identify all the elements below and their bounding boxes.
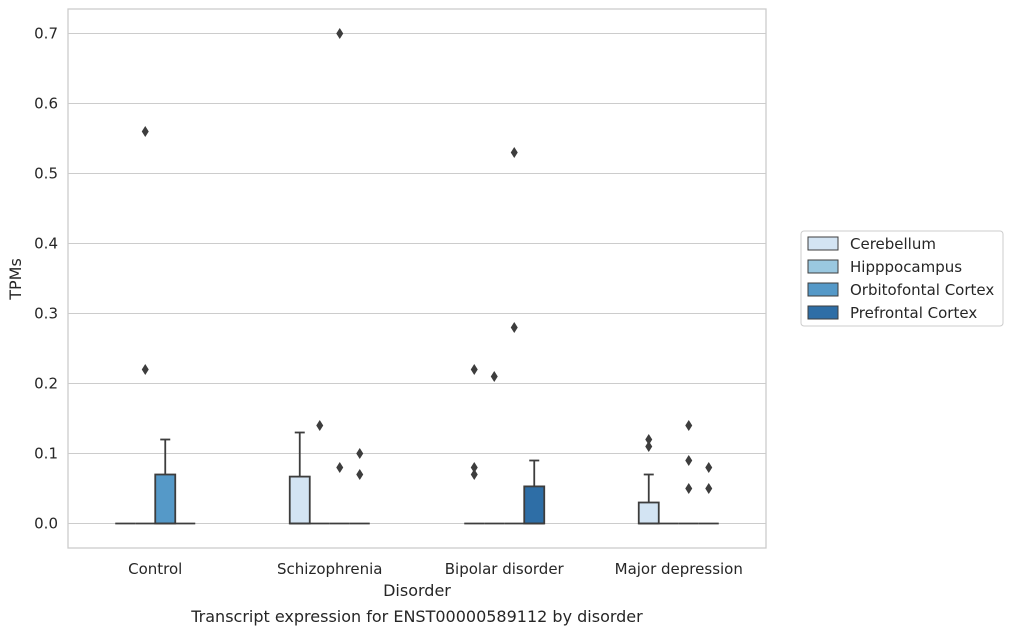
outlier-point — [705, 462, 713, 473]
y-tick-label: 0.2 — [34, 375, 58, 393]
outlier-point — [470, 469, 478, 480]
box-hipppocampus — [309, 420, 330, 525]
box-prefrontal-cortex — [349, 448, 370, 525]
plot-area — [68, 9, 766, 548]
y-axis-label: TPMs — [6, 258, 25, 301]
outlier-point — [336, 28, 344, 39]
box-prefrontal-cortex — [698, 462, 719, 525]
grid-lines — [68, 32, 766, 525]
legend-label: Orbitofontal Cortex — [850, 281, 994, 299]
y-tick-label: 0.1 — [34, 445, 58, 463]
outlier-point — [141, 126, 149, 137]
x-tick-label: Control — [128, 560, 182, 578]
x-tick-labels: Control Schizophrenia Bipolar disorder Majo… — [128, 560, 743, 578]
x-tick-label: Major depression — [615, 560, 743, 578]
legend: Cerebellum Hipppocampus Orbitofontal Corte… — [800, 230, 1004, 327]
box-body — [288, 475, 311, 525]
y-tick-label: 0.5 — [34, 165, 58, 183]
outlier-point — [470, 462, 478, 473]
legend-label: Cerebellum — [850, 235, 936, 253]
box-hipppocampus — [135, 126, 156, 525]
x-axis-label: Disorder — [383, 581, 451, 600]
legend-label: Hipppocampus — [850, 258, 962, 276]
outlier-point — [645, 434, 653, 445]
box-prefrontal-cortex — [523, 459, 546, 525]
y-tick-label: 0.7 — [34, 25, 58, 43]
x-tick-label: Bipolar disorder — [445, 560, 565, 578]
box-body — [523, 485, 546, 525]
box-hipppocampus — [484, 371, 505, 525]
box-cerebellum — [637, 434, 660, 525]
box-body — [637, 501, 660, 525]
y-tick-label: 0.6 — [34, 95, 58, 113]
outlier-point — [685, 455, 693, 466]
legend-frame — [800, 230, 1004, 327]
outlier-point — [685, 483, 693, 494]
box-orbitofontal-cortex — [154, 438, 177, 525]
box-orbitofontal-cortex — [504, 147, 525, 525]
figure-caption: Transcript expression for ENST0000058911… — [190, 607, 643, 626]
outlier-point — [705, 483, 713, 494]
box-orbitofontal-cortex — [678, 420, 699, 525]
y-tick-label: 0.4 — [34, 235, 58, 253]
outlier-point — [336, 462, 344, 473]
outlier-point — [510, 322, 518, 333]
outlier-point — [356, 448, 364, 459]
outlier-point — [685, 420, 693, 431]
x-tick-label: Schizophrenia — [277, 560, 382, 578]
outlier-point — [490, 371, 498, 382]
legend-label: Prefrontal Cortex — [850, 304, 977, 322]
legend-swatch — [807, 236, 839, 251]
outlier-point — [141, 364, 149, 375]
legend-swatch — [807, 282, 839, 297]
outlier-point — [510, 147, 518, 158]
box-series — [115, 28, 719, 525]
outlier-point — [470, 364, 478, 375]
outlier-point — [356, 469, 364, 480]
outlier-point — [316, 420, 324, 431]
box-body — [154, 473, 177, 525]
y-tick-label: 0.0 — [34, 515, 58, 533]
legend-swatch — [807, 259, 839, 274]
y-tick-labels: 0.0 0.1 0.2 0.3 0.4 0.5 0.6 0.7 — [34, 25, 58, 533]
box-cerebellum — [464, 364, 485, 525]
box-cerebellum — [288, 431, 311, 525]
legend-swatch — [807, 305, 839, 320]
plot-frame — [67, 8, 767, 549]
box-orbitofontal-cortex — [329, 28, 350, 525]
y-tick-label: 0.3 — [34, 305, 58, 323]
outlier-point — [645, 441, 653, 452]
